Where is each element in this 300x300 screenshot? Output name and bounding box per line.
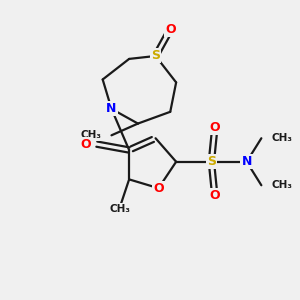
Text: CH₃: CH₃ bbox=[110, 204, 131, 214]
Text: O: O bbox=[209, 122, 220, 134]
Text: N: N bbox=[242, 155, 252, 168]
Text: S: S bbox=[207, 155, 216, 168]
Text: CH₃: CH₃ bbox=[272, 133, 292, 143]
Text: O: O bbox=[165, 23, 175, 36]
Text: O: O bbox=[80, 138, 91, 151]
Text: O: O bbox=[153, 182, 164, 195]
Text: CH₃: CH₃ bbox=[272, 180, 292, 190]
Text: S: S bbox=[151, 50, 160, 62]
Text: N: N bbox=[106, 102, 117, 116]
Text: CH₃: CH₃ bbox=[80, 130, 101, 140]
Text: O: O bbox=[209, 189, 220, 202]
